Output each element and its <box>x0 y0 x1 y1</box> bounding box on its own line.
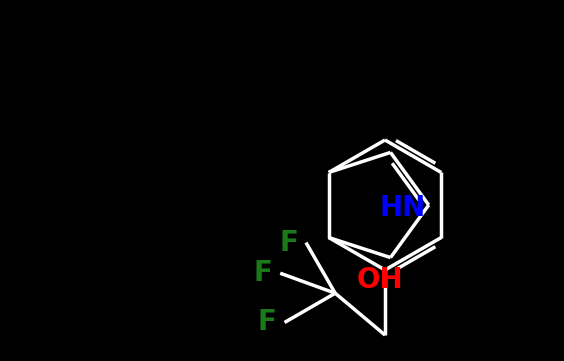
Text: F: F <box>258 308 276 336</box>
Text: F: F <box>253 259 272 287</box>
Text: OH: OH <box>356 266 403 294</box>
Text: HN: HN <box>380 193 426 222</box>
Text: F: F <box>279 229 298 257</box>
